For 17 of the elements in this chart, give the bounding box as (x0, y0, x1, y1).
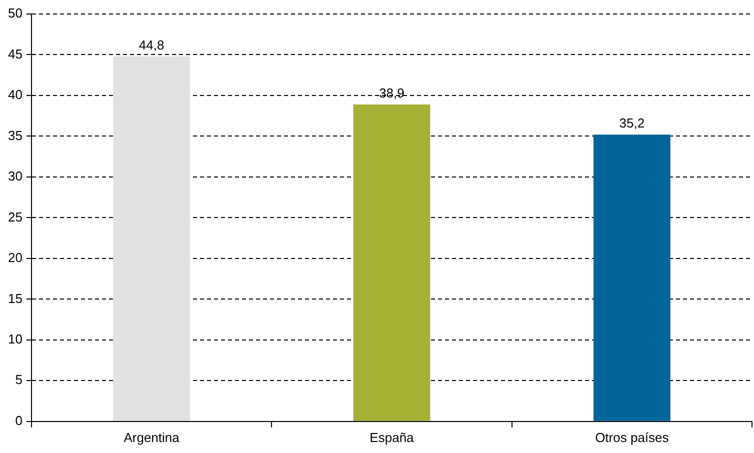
y-tick-label: 30 (8, 168, 22, 184)
y-tick-label: 45 (8, 46, 22, 62)
y-tick-label: 50 (8, 6, 22, 21)
y-tick-label: 25 (8, 209, 22, 224)
data-label: 38,9 (379, 86, 404, 101)
data-label: 35,2 (619, 116, 645, 131)
x-tick-label: España (370, 430, 415, 445)
x-tick-label: Otros países (595, 430, 670, 445)
y-tick-label: 40 (8, 87, 22, 102)
y-tick-label: 10 (8, 332, 22, 346)
y-tick-label: 0 (15, 412, 22, 428)
x-tick-label: Argentina (124, 430, 180, 445)
y-tick-label: 35 (8, 128, 22, 143)
y-tick-label: 20 (8, 250, 22, 266)
y-tick-label: 15 (8, 290, 22, 306)
data-label: 44,8 (138, 37, 164, 52)
y-tick-label: 5 (15, 372, 22, 388)
